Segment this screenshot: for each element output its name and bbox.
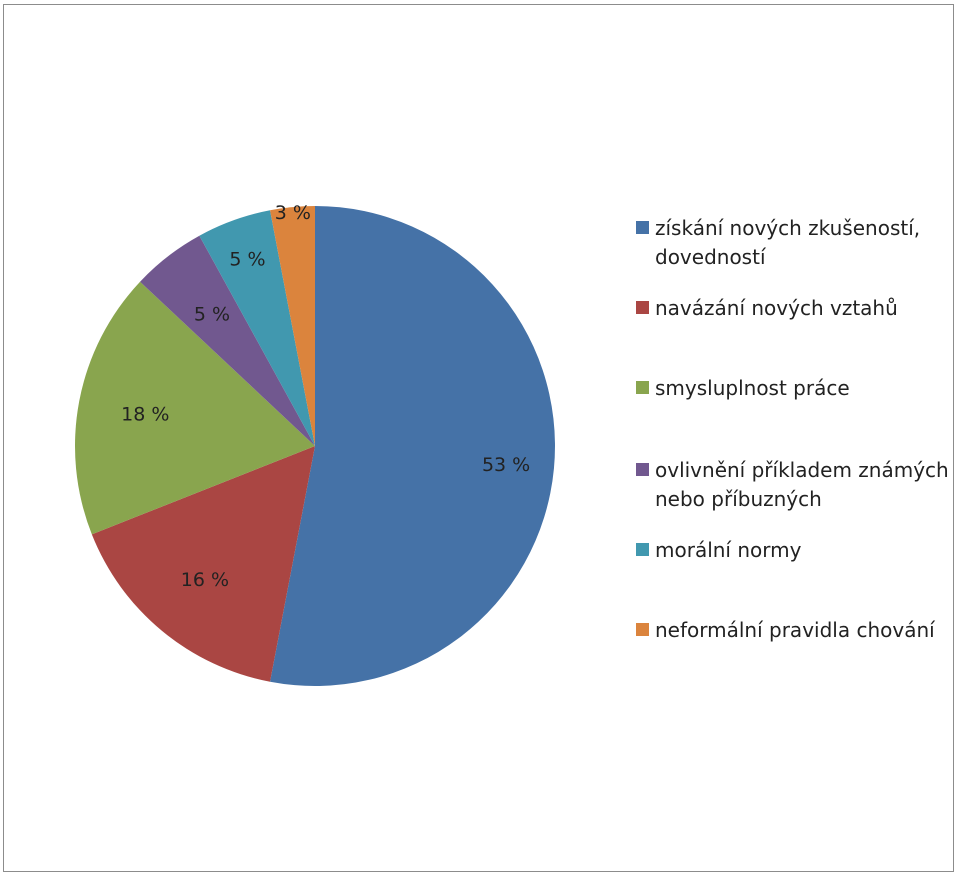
slice-value-label: 16 % xyxy=(181,569,229,591)
pie-slice-6 xyxy=(270,205,315,446)
legend-swatch xyxy=(636,381,649,394)
pie-slice-2 xyxy=(91,446,315,682)
legend-item: navázání nových vztahů xyxy=(636,294,955,323)
slice-value-label: 18 % xyxy=(121,404,169,426)
slice-value-label: 5 % xyxy=(229,249,265,271)
legend-swatch xyxy=(636,221,649,234)
legend-item: ovlivnění příkladem známých nebo příbuzn… xyxy=(636,456,955,514)
legend-item: získání nových zkušeností, dovedností xyxy=(636,214,955,272)
legend-item: smysluplnost práce xyxy=(636,374,955,403)
pie-slice-5 xyxy=(199,210,315,446)
legend-label: navázání nových vztahů xyxy=(655,296,898,320)
legend-item: neformální pravidla chování xyxy=(636,616,955,645)
legend-label: ovlivnění příkladem známých nebo příbuzn… xyxy=(655,458,949,511)
legend-swatch xyxy=(636,301,649,314)
pie-value-labels: 53 % 16 % 18 % 5 % 5 % 3 % xyxy=(121,202,530,591)
legend-label: neformální pravidla chování xyxy=(655,618,935,642)
legend-label: smysluplnost práce xyxy=(655,376,850,400)
legend-swatch xyxy=(636,623,649,636)
legend-item: morální normy xyxy=(636,536,955,565)
slice-value-label: 3 % xyxy=(275,202,311,224)
pie-slice-4 xyxy=(140,235,315,446)
pie-slice-1 xyxy=(270,206,555,686)
pie-slices xyxy=(74,205,555,686)
slice-value-label: 5 % xyxy=(194,303,230,325)
slice-value-label: 53 % xyxy=(482,454,530,476)
legend-label: získání nových zkušeností, dovedností xyxy=(655,216,921,269)
legend-swatch xyxy=(636,463,649,476)
pie-slice-3 xyxy=(74,281,315,535)
legend-label: morální normy xyxy=(655,538,802,562)
legend-swatch xyxy=(636,543,649,556)
